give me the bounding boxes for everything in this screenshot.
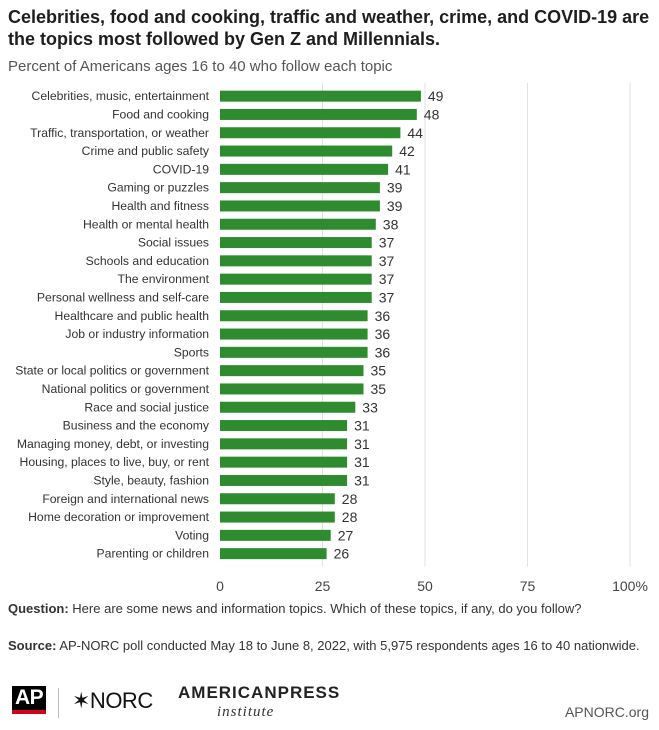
value-label: 37 (379, 253, 395, 269)
category-label: Health or mental health (83, 217, 209, 231)
value-label: 26 (334, 546, 350, 562)
value-label: 38 (383, 216, 399, 232)
category-label: Housing, places to live, buy, or rent (20, 455, 210, 469)
category-label: State or local politics or government (15, 364, 209, 378)
value-label: 28 (342, 509, 358, 525)
bar (220, 365, 364, 377)
bar (220, 346, 368, 358)
value-label: 48 (424, 106, 440, 122)
chart-title: Celebrities, food and cooking, traffic a… (8, 7, 650, 49)
x-tick-label: 75 (520, 578, 536, 594)
value-label: 41 (395, 161, 411, 177)
bar (220, 90, 421, 102)
category-label: Style, beauty, fashion (93, 473, 209, 487)
bar (220, 310, 368, 322)
bar (220, 493, 335, 505)
question-label: Question: (8, 601, 69, 616)
bar (220, 182, 380, 194)
bar (220, 328, 368, 340)
category-label: Traffic, transportation, or weather (30, 126, 209, 140)
ap-logo: AP (12, 686, 47, 714)
question-text: Here are some news and information topic… (72, 601, 582, 616)
value-label: 28 (342, 491, 358, 507)
value-label: 49 (428, 88, 444, 104)
category-label: Crime and public safety (82, 144, 210, 158)
category-label: Celebrities, music, entertainment (32, 89, 210, 103)
bar (220, 511, 335, 523)
value-label: 36 (375, 344, 391, 360)
bar (220, 108, 417, 120)
bar (220, 548, 327, 560)
value-label: 31 (354, 454, 370, 470)
value-label: 44 (407, 125, 423, 141)
x-tick-label: 50 (417, 578, 433, 594)
category-label: Health and fitness (111, 199, 209, 213)
bar-chart: Celebrities, music, entertainment 49 Food … (15, 83, 648, 594)
value-label: 31 (354, 436, 370, 452)
bar (220, 200, 380, 212)
category-label: Job or industry information (65, 327, 209, 341)
category-label: National politics or government (42, 382, 210, 396)
category-label: Social issues (138, 236, 209, 250)
source-note: Source: AP-NORC poll conducted May 18 to… (8, 638, 648, 654)
value-label: 27 (338, 527, 354, 543)
category-label: The environment (118, 272, 210, 286)
category-label: Healthcare and public health (55, 309, 209, 323)
question-note: Question: Here are some news and informa… (8, 601, 648, 617)
category-label: Business and the economy (63, 419, 210, 433)
x-tick-label: 0 (216, 578, 224, 594)
category-label: Sports (174, 345, 209, 359)
category-label: Managing money, debt, or investing (17, 437, 209, 451)
logo-divider (58, 688, 59, 718)
value-label: 31 (354, 418, 370, 434)
source-label: Source: (8, 638, 57, 653)
value-label: 33 (362, 399, 378, 415)
value-label: 39 (387, 198, 403, 214)
bar (220, 145, 393, 157)
bar (220, 255, 372, 267)
value-label: 42 (399, 143, 415, 159)
bar (220, 163, 389, 175)
american-press-logo: AMERICANPRESS (178, 683, 341, 702)
chart-subtitle: Percent of Americans ages 16 to 40 who f… (8, 58, 393, 75)
category-label: Voting (175, 528, 209, 542)
x-tick-label: 25 (315, 578, 331, 594)
value-label: 37 (379, 235, 395, 251)
category-label: Race and social justice (84, 400, 209, 414)
source-text: AP-NORC poll conducted May 18 to June 8,… (59, 638, 640, 653)
bar (220, 273, 372, 285)
american-press-institute-text: institute (217, 704, 275, 720)
bar (220, 291, 372, 303)
bar (220, 456, 348, 468)
category-label: Parenting or children (97, 547, 209, 561)
category-label: COVID-19 (153, 162, 209, 176)
site-url: APNORC.org (564, 704, 649, 720)
x-tick-label: 100% (612, 578, 648, 594)
category-label: Schools and education (86, 254, 209, 268)
category-label: Foreign and international news (42, 492, 209, 506)
category-label: Personal wellness and self-care (37, 290, 209, 304)
category-label: Home decoration or improvement (28, 510, 209, 524)
bar (220, 401, 356, 413)
value-label: 37 (379, 271, 395, 287)
value-label: 37 (379, 289, 395, 305)
value-label: 35 (371, 363, 387, 379)
bar (220, 218, 376, 230)
bar (220, 438, 348, 450)
bar (220, 529, 331, 541)
bar (220, 127, 401, 139)
category-label: Gaming or puzzles (107, 181, 209, 195)
value-label: 35 (371, 381, 387, 397)
category-label: Food and cooking (112, 107, 209, 121)
bar (220, 420, 348, 432)
value-label: 36 (375, 326, 391, 342)
bar (220, 474, 348, 486)
bar (220, 383, 364, 395)
norc-logo: ✶NORC (72, 688, 153, 713)
bar (220, 237, 372, 249)
value-label: 39 (387, 180, 403, 196)
value-label: 31 (354, 472, 370, 488)
value-label: 36 (375, 308, 391, 324)
